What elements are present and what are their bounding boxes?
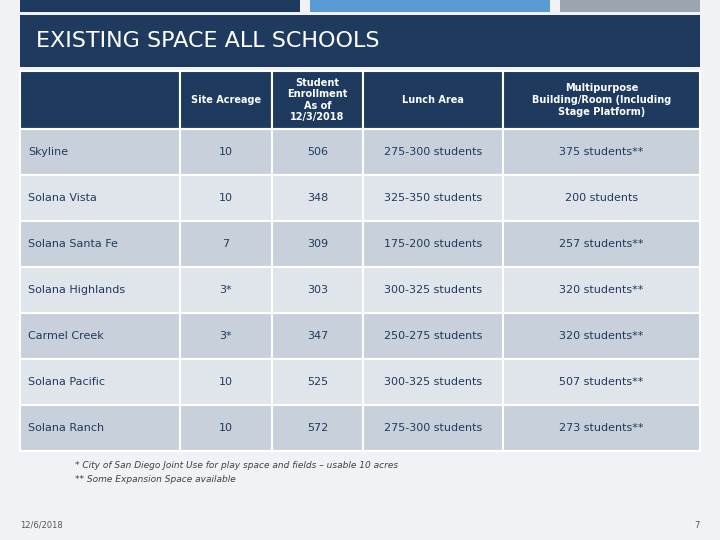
Text: Solana Highlands: Solana Highlands <box>28 285 125 295</box>
Bar <box>503 71 700 129</box>
Bar <box>180 359 271 405</box>
Text: 320 students**: 320 students** <box>559 285 644 295</box>
Bar <box>271 405 364 451</box>
Bar <box>503 313 700 359</box>
Bar <box>364 405 503 451</box>
Text: 309: 309 <box>307 239 328 249</box>
Bar <box>180 313 271 359</box>
Text: Skyline: Skyline <box>28 147 68 157</box>
Text: Site Acreage: Site Acreage <box>191 95 261 105</box>
Text: 250-275 students: 250-275 students <box>384 331 482 341</box>
Bar <box>503 221 700 267</box>
Bar <box>271 71 364 129</box>
Text: 10: 10 <box>219 147 233 157</box>
Text: 275-300 students: 275-300 students <box>384 423 482 433</box>
Text: 506: 506 <box>307 147 328 157</box>
Text: 10: 10 <box>219 377 233 387</box>
Text: 320 students**: 320 students** <box>559 331 644 341</box>
Bar <box>20 15 700 67</box>
Bar <box>271 313 364 359</box>
Bar <box>20 0 300 12</box>
Text: 300-325 students: 300-325 students <box>384 285 482 295</box>
Text: EXISTING SPACE ALL SCHOOLS: EXISTING SPACE ALL SCHOOLS <box>36 31 379 51</box>
Text: 10: 10 <box>219 423 233 433</box>
Bar <box>180 71 271 129</box>
Bar <box>560 0 700 12</box>
Text: 347: 347 <box>307 331 328 341</box>
Bar <box>271 175 364 221</box>
Bar <box>271 267 364 313</box>
Bar <box>364 71 503 129</box>
Text: Solana Pacific: Solana Pacific <box>28 377 105 387</box>
Bar <box>503 405 700 451</box>
Text: 257 students**: 257 students** <box>559 239 644 249</box>
Bar <box>20 405 180 451</box>
Text: 273 students**: 273 students** <box>559 423 644 433</box>
Text: 7: 7 <box>695 521 700 530</box>
Text: 7: 7 <box>222 239 229 249</box>
Bar <box>20 359 180 405</box>
Text: * City of San Diego Joint Use for play space and fields – usable 10 acres: * City of San Diego Joint Use for play s… <box>75 461 398 470</box>
Text: Solana Vista: Solana Vista <box>28 193 97 203</box>
Bar <box>364 359 503 405</box>
Text: Carmel Creek: Carmel Creek <box>28 331 104 341</box>
Bar <box>364 267 503 313</box>
Text: 303: 303 <box>307 285 328 295</box>
Text: 10: 10 <box>219 193 233 203</box>
Bar <box>180 129 271 175</box>
Text: 200 students: 200 students <box>564 193 638 203</box>
Text: 175-200 students: 175-200 students <box>384 239 482 249</box>
Bar <box>503 267 700 313</box>
Text: 3*: 3* <box>220 331 232 341</box>
Text: 325-350 students: 325-350 students <box>384 193 482 203</box>
Bar <box>20 267 180 313</box>
Text: 572: 572 <box>307 423 328 433</box>
Bar <box>20 175 180 221</box>
Bar <box>364 221 503 267</box>
Text: 525: 525 <box>307 377 328 387</box>
Bar <box>310 0 550 12</box>
Text: Multipurpose
Building/Room (Including
Stage Platform): Multipurpose Building/Room (Including St… <box>532 83 671 117</box>
Bar <box>180 267 271 313</box>
Text: 12/6/2018: 12/6/2018 <box>20 521 63 530</box>
Bar <box>364 175 503 221</box>
Bar <box>503 129 700 175</box>
Bar <box>503 175 700 221</box>
Bar <box>364 129 503 175</box>
Bar <box>271 359 364 405</box>
Text: Solana Santa Fe: Solana Santa Fe <box>28 239 118 249</box>
Bar <box>20 313 180 359</box>
Text: 3*: 3* <box>220 285 232 295</box>
Text: 275-300 students: 275-300 students <box>384 147 482 157</box>
Text: Solana Ranch: Solana Ranch <box>28 423 104 433</box>
Text: Student
Enrollment
As of
12/3/2018: Student Enrollment As of 12/3/2018 <box>287 78 348 123</box>
Bar <box>180 405 271 451</box>
Bar <box>503 359 700 405</box>
Text: 348: 348 <box>307 193 328 203</box>
Bar <box>271 221 364 267</box>
Bar <box>20 221 180 267</box>
Text: 300-325 students: 300-325 students <box>384 377 482 387</box>
Text: ** Some Expansion Space available: ** Some Expansion Space available <box>75 475 235 484</box>
Bar <box>20 129 180 175</box>
Bar <box>20 71 180 129</box>
Bar <box>364 313 503 359</box>
Bar <box>271 129 364 175</box>
Text: 375 students**: 375 students** <box>559 147 644 157</box>
Bar <box>180 221 271 267</box>
Bar <box>180 175 271 221</box>
Text: Lunch Area: Lunch Area <box>402 95 464 105</box>
Text: 507 students**: 507 students** <box>559 377 644 387</box>
